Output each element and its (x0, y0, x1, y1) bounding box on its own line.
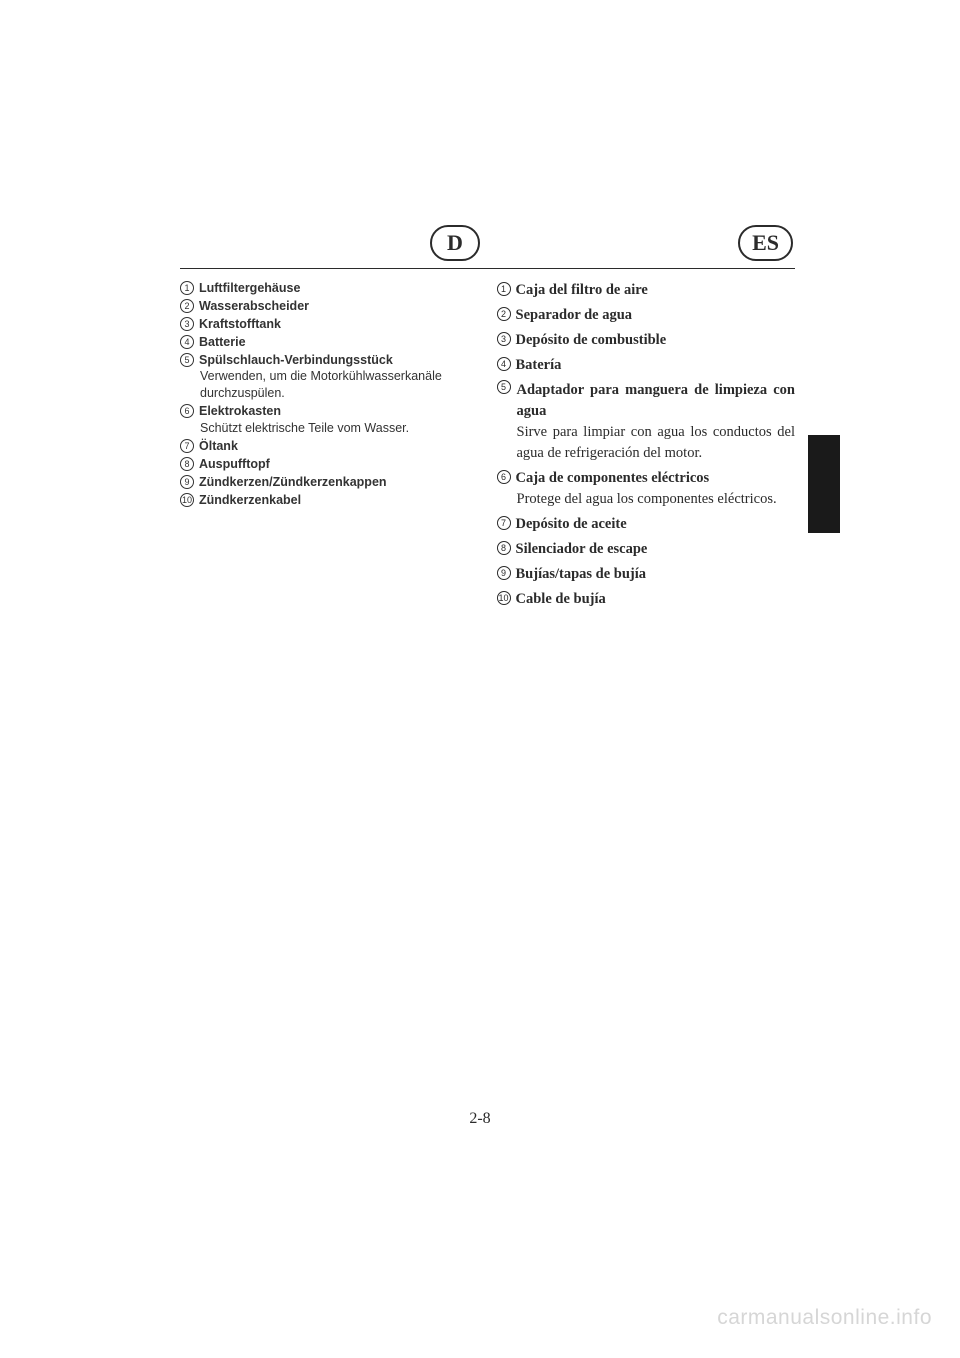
item-number: 4 (497, 357, 511, 371)
list-item: 3 Depósito de combustible (497, 330, 796, 351)
item-number: 3 (180, 317, 194, 331)
item-label: Wasserabscheider (199, 299, 309, 313)
list-item: 10 Cable de bujía (497, 589, 796, 610)
item-label: Luftfiltergehäuse (199, 281, 300, 295)
item-label: Depósito de combustible (516, 332, 667, 348)
list-item: 5 Adaptador para manguera de limpieza con… (497, 380, 796, 464)
manual-page: D ES 1 Luftfiltergehäuse 2 Wasserabscheider… (0, 0, 960, 1358)
content-columns: 1 Luftfiltergehäuse 2 Wasserabscheider 3 Kraf… (180, 280, 795, 614)
list-item: 6 Elektrokasten Schützt elektrische Teile … (180, 403, 479, 437)
list-item: 1 Luftfiltergehäuse (180, 280, 479, 297)
item-number: 9 (497, 566, 511, 580)
item-label: Bujías/tapas de bujía (516, 566, 647, 582)
item-number: 10 (497, 591, 511, 605)
list-item: 7 Öltank (180, 438, 479, 455)
list-item: 3 Kraftstofftank (180, 316, 479, 333)
lang-badge-es-text: ES (752, 230, 779, 256)
item-label: Caja de componentes eléctricos (516, 470, 710, 486)
list-item: 1 Caja del filtro de aire (497, 280, 796, 301)
item-number: 1 (497, 282, 511, 296)
item-number: 8 (180, 457, 194, 471)
item-number: 8 (497, 541, 511, 555)
page-number: 2-8 (0, 1110, 960, 1128)
item-number: 1 (180, 281, 194, 295)
item-description: Protege del agua los componentes eléctri… (517, 489, 796, 510)
item-label: Separador de agua (516, 307, 633, 323)
list-item: 8 Auspufftopf (180, 456, 479, 473)
list-item: 8 Silenciador de escape (497, 539, 796, 560)
language-headers: D ES (180, 225, 795, 267)
item-label: Batterie (199, 335, 246, 349)
item-number: 4 (180, 335, 194, 349)
item-label: Öltank (199, 439, 238, 453)
item-label: Caja del filtro de aire (516, 282, 648, 298)
list-item: 7 Depósito de aceite (497, 514, 796, 535)
item-number: 3 (497, 332, 511, 346)
item-label: Auspufftopf (199, 457, 270, 471)
item-number: 9 (180, 475, 194, 489)
header-rule (180, 268, 795, 269)
item-label: Adaptador para manguera de limpieza con … (517, 380, 796, 422)
lang-badge-de-text: D (447, 230, 463, 256)
item-description: Verwenden, um die Motorkühlwasserkanäle … (200, 368, 479, 402)
watermark-text: carmanualsonline.info (717, 1306, 932, 1330)
item-label: Cable de bujía (516, 591, 606, 607)
list-item: 5 Spülschlauch-VerbindungsstückVerwenden,… (180, 352, 479, 403)
list-item: 10 Zündkerzenkabel (180, 492, 479, 509)
item-number: 6 (497, 470, 511, 484)
item-label: Silenciador de escape (516, 541, 648, 557)
item-label: Batería (516, 357, 562, 373)
list-item: 4 Batterie (180, 334, 479, 351)
item-label: Spülschlauch-Verbindungsstück (199, 353, 393, 367)
item-number: 7 (180, 439, 194, 453)
item-description: Schützt elektrische Teile vom Wasser. (200, 420, 479, 437)
column-german: 1 Luftfiltergehäuse 2 Wasserabscheider 3 Kraf… (180, 280, 479, 614)
lang-badge-es: ES (738, 225, 793, 261)
section-tab (808, 435, 840, 533)
list-item: 9 Zündkerzen/Zündkerzenkappen (180, 474, 479, 491)
item-label: Elektrokasten (199, 404, 281, 418)
item-number: 6 (180, 404, 194, 418)
list-item: 9 Bujías/tapas de bujía (497, 564, 796, 585)
item-label: Zündkerzen/Zündkerzenkappen (199, 475, 387, 489)
item-label: Kraftstofftank (199, 317, 281, 331)
column-spanish: 1 Caja del filtro de aire 2 Separador de ag… (497, 280, 796, 614)
item-label: Zündkerzenkabel (199, 493, 301, 507)
list-item: 2 Separador de agua (497, 305, 796, 326)
list-item: 4 Batería (497, 355, 796, 376)
lang-badge-de: D (430, 225, 480, 261)
item-number: 2 (497, 307, 511, 321)
item-number: 5 (497, 380, 511, 394)
item-number: 7 (497, 516, 511, 530)
item-number: 10 (180, 493, 194, 507)
item-number: 2 (180, 299, 194, 313)
item-description: Sirve para limpiar con agua los conducto… (517, 422, 796, 464)
list-item: 6 Caja de componentes eléctricos Protege d… (497, 468, 796, 510)
list-item: 2 Wasserabscheider (180, 298, 479, 315)
item-number: 5 (180, 353, 194, 367)
item-label: Depósito de aceite (516, 516, 627, 532)
